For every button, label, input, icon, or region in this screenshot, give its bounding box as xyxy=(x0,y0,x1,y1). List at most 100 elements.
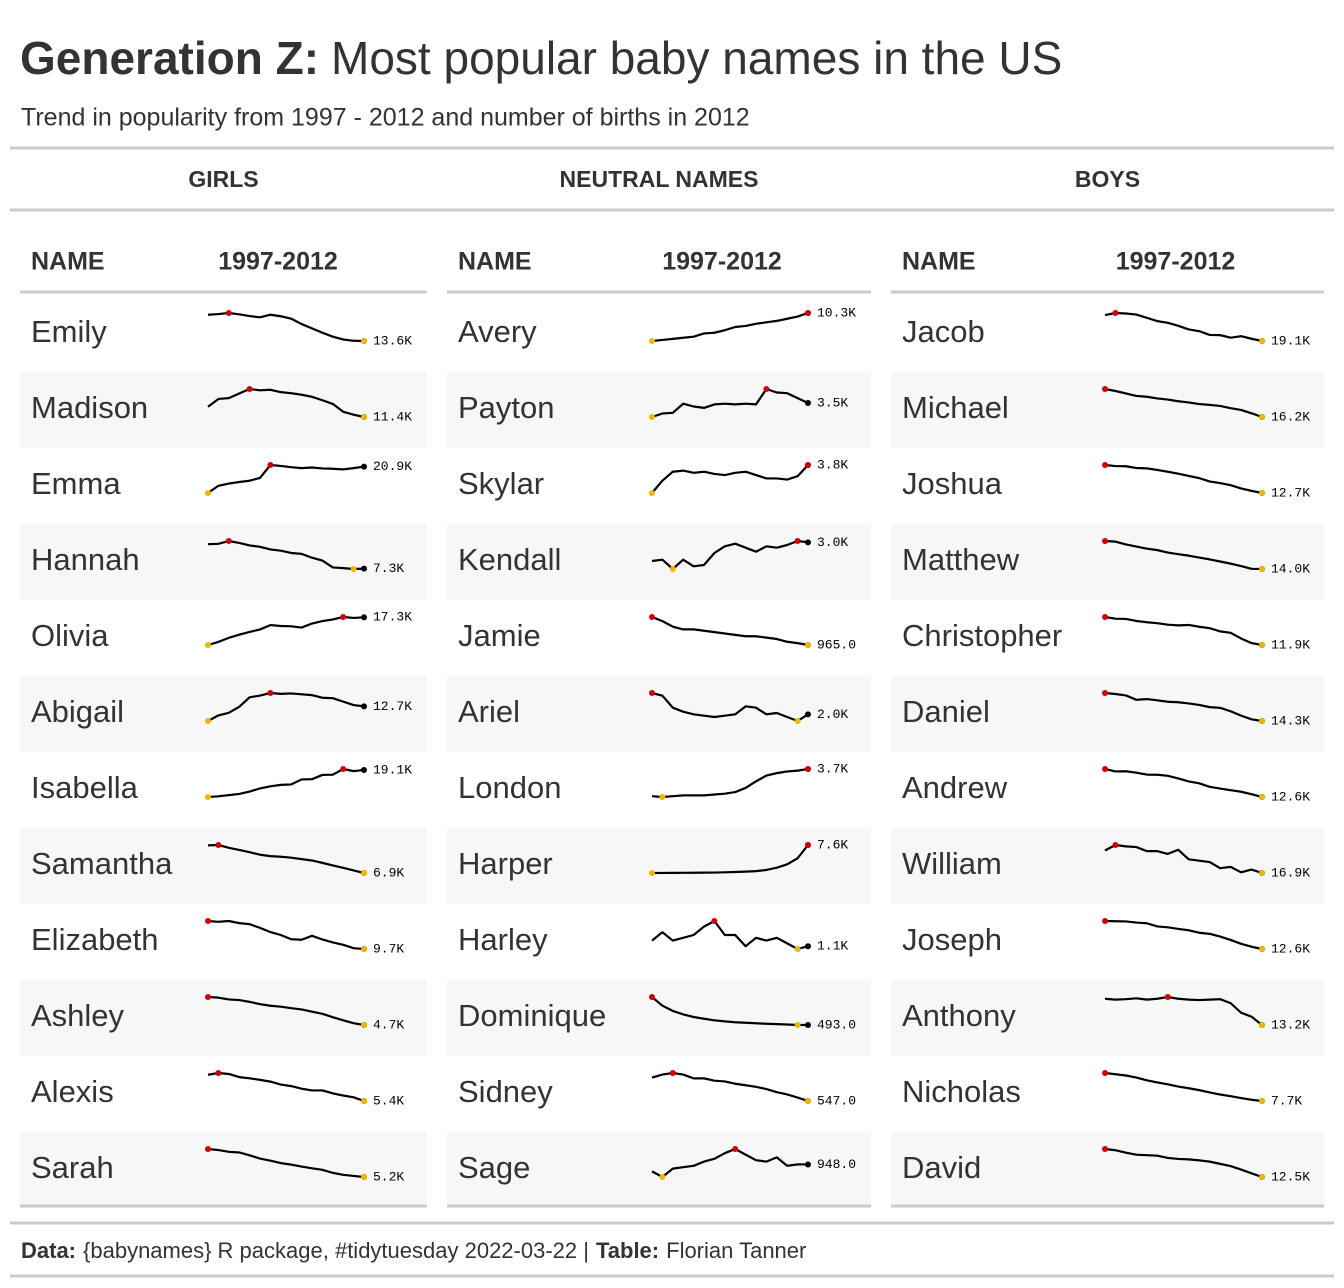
value-label: 3.0K xyxy=(817,535,848,550)
value-label: 13.6K xyxy=(373,333,412,348)
name: Anthony xyxy=(902,998,1016,1033)
sparkline xyxy=(1104,691,1263,723)
max-point xyxy=(225,538,232,544)
row-background xyxy=(20,752,427,828)
value-label: 17.3K xyxy=(373,610,412,625)
column-header: 1997-2012 xyxy=(1116,248,1236,276)
min-point xyxy=(794,946,801,952)
value-label: 12.7K xyxy=(373,699,412,714)
row-background xyxy=(891,448,1324,524)
value-label: 12.5K xyxy=(1271,1169,1310,1184)
min-point xyxy=(361,1022,367,1028)
max-point xyxy=(649,614,655,620)
value-label: 1.1K xyxy=(817,939,848,954)
last-point xyxy=(805,400,811,406)
name: Harper xyxy=(458,846,553,881)
column-header: 1997-2012 xyxy=(662,248,782,276)
last-point xyxy=(805,943,811,950)
sparkline xyxy=(1104,1071,1263,1103)
max-point xyxy=(225,310,232,316)
last-point xyxy=(805,711,811,718)
max-point xyxy=(805,766,811,772)
sparkline xyxy=(207,995,365,1027)
group-heading: GIRLS xyxy=(188,166,258,192)
min-point xyxy=(205,718,211,724)
last-point xyxy=(361,614,367,621)
row-background xyxy=(20,448,427,524)
name: Ariel xyxy=(458,694,520,729)
value-label: 4.7K xyxy=(373,1017,404,1032)
value-label: 10.3K xyxy=(817,305,856,320)
max-point xyxy=(649,690,655,696)
sparkline xyxy=(651,1147,809,1179)
name: Christopher xyxy=(902,618,1062,653)
max-point xyxy=(1102,1146,1108,1152)
row-background xyxy=(891,1056,1324,1132)
column-header: NAME xyxy=(902,248,976,276)
min-point xyxy=(794,1022,801,1028)
min-point xyxy=(669,566,676,572)
max-point xyxy=(205,1146,211,1152)
max-point xyxy=(267,690,274,696)
min-point xyxy=(649,870,655,876)
sparkline xyxy=(651,996,809,1027)
max-point xyxy=(215,1070,222,1076)
row-background xyxy=(891,676,1324,752)
sparkline xyxy=(207,1147,365,1179)
sparkline xyxy=(651,464,809,494)
min-point xyxy=(805,1098,811,1104)
name: Avery xyxy=(458,314,537,349)
last-point xyxy=(361,766,367,773)
row-background xyxy=(20,1132,427,1208)
name: Matthew xyxy=(902,542,1020,577)
sparkline xyxy=(207,843,365,875)
sparkline xyxy=(1104,843,1263,875)
value-label: 3.5K xyxy=(817,395,848,410)
sparkline xyxy=(207,919,365,951)
value-label: 948.0 xyxy=(817,1157,856,1172)
name: London xyxy=(458,770,561,805)
sparkline xyxy=(207,463,365,494)
sparkline xyxy=(1104,767,1263,799)
row-background xyxy=(20,372,427,448)
max-point xyxy=(246,386,253,392)
value-label: 12.6K xyxy=(1271,941,1310,956)
min-point xyxy=(1259,566,1265,572)
value-label: 16.2K xyxy=(1271,409,1310,424)
name: Hannah xyxy=(31,542,140,577)
name: Alexis xyxy=(31,1074,114,1109)
sparkline xyxy=(651,311,809,343)
min-point xyxy=(1259,870,1265,876)
footer-text: {babynames} R package, #tidytuesday 2022… xyxy=(83,1238,589,1263)
last-point xyxy=(805,539,811,546)
name: William xyxy=(902,846,1002,881)
last-point xyxy=(361,565,367,572)
row-background xyxy=(891,1132,1324,1208)
name: Madison xyxy=(31,390,148,425)
max-point xyxy=(794,538,801,544)
name: Joshua xyxy=(902,466,1003,501)
min-point xyxy=(805,642,811,648)
min-point xyxy=(361,1174,367,1180)
max-point xyxy=(732,1146,739,1152)
title-bold: Generation Z: xyxy=(20,32,319,84)
min-point xyxy=(659,794,666,800)
last-point xyxy=(361,463,367,470)
sparkline xyxy=(1104,995,1263,1026)
min-point xyxy=(1259,1174,1265,1180)
row-background xyxy=(447,1132,871,1208)
row-background xyxy=(447,372,871,448)
row-background xyxy=(20,296,427,372)
name: Andrew xyxy=(902,770,1008,805)
value-label: 547.0 xyxy=(817,1093,856,1108)
min-point xyxy=(1259,642,1265,648)
row-background xyxy=(447,904,871,980)
value-label: 965.0 xyxy=(817,637,856,652)
max-point xyxy=(267,462,274,468)
name: Sidney xyxy=(458,1074,553,1109)
name: Sage xyxy=(458,1150,530,1185)
row-background xyxy=(447,600,871,676)
max-point xyxy=(805,842,811,848)
min-point xyxy=(1259,338,1265,344)
footer-label: Table: xyxy=(596,1238,659,1263)
